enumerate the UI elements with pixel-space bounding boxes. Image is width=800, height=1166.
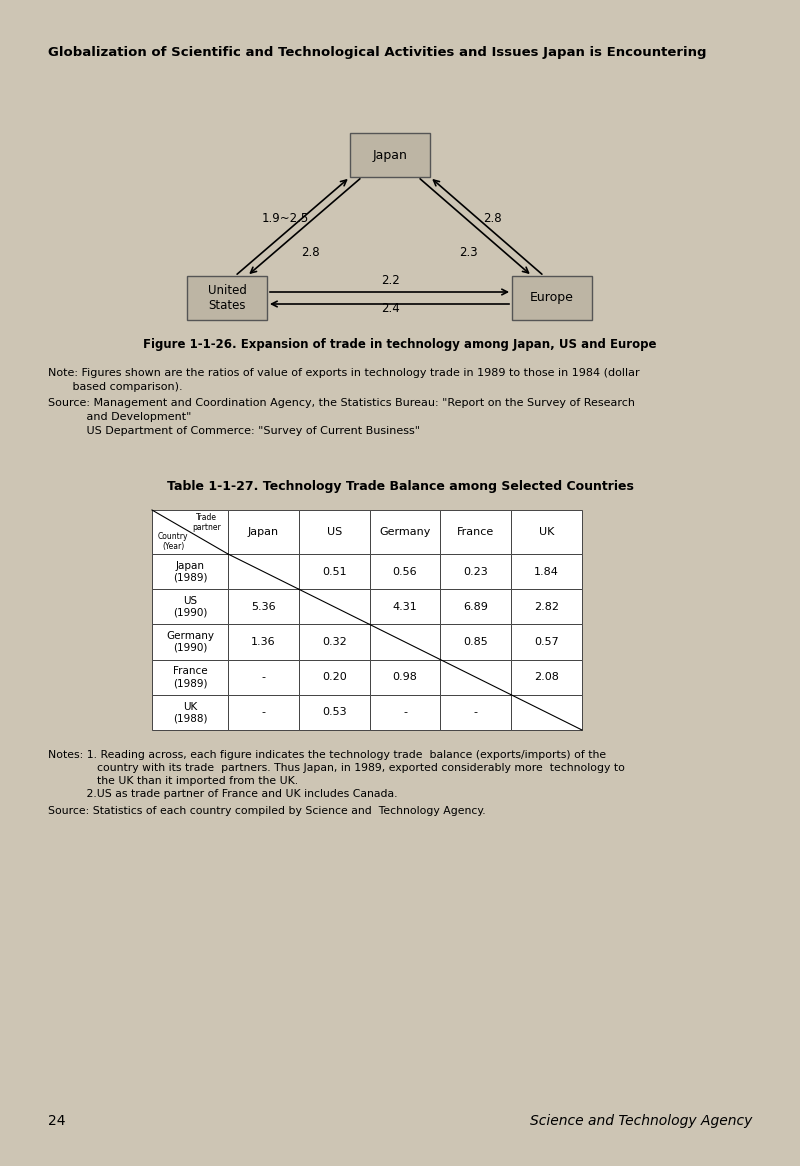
Bar (299, 589, 370, 625)
Text: 1.36: 1.36 (251, 637, 276, 647)
Text: Germany
(1990): Germany (1990) (166, 631, 214, 653)
Bar (228, 510, 299, 554)
Text: -: - (262, 673, 266, 682)
Text: 2.3: 2.3 (458, 246, 478, 259)
Text: Japan: Japan (373, 148, 407, 162)
Text: Globalization of Scientific and Technological Activities and Issues Japan is Enc: Globalization of Scientific and Technolo… (48, 45, 706, 59)
Bar (370, 510, 441, 554)
Text: UK: UK (539, 527, 554, 538)
Text: 4.31: 4.31 (393, 602, 418, 612)
Text: Source: Statistics of each country compiled by Science and  Technology Agency.: Source: Statistics of each country compi… (48, 806, 486, 816)
Text: Table 1-1-27. Technology Trade Balance among Selected Countries: Table 1-1-27. Technology Trade Balance a… (166, 480, 634, 493)
Bar (370, 589, 441, 625)
Text: Figure 1-1-26. Expansion of trade in technology among Japan, US and Europe: Figure 1-1-26. Expansion of trade in tec… (143, 338, 657, 351)
Text: 0.32: 0.32 (322, 637, 346, 647)
Text: 24: 24 (48, 1114, 66, 1128)
Bar (511, 625, 582, 660)
Bar (299, 625, 370, 660)
Text: -: - (474, 708, 478, 717)
Text: -: - (262, 708, 266, 717)
Text: US
(1990): US (1990) (173, 596, 207, 618)
Bar (440, 695, 511, 730)
Text: Science and Technology Agency: Science and Technology Agency (530, 1114, 752, 1128)
Text: 2.2: 2.2 (381, 274, 399, 287)
Text: Europe: Europe (530, 292, 574, 304)
Text: the UK than it imported from the UK.: the UK than it imported from the UK. (48, 777, 298, 786)
FancyBboxPatch shape (350, 133, 430, 177)
Bar (152, 589, 228, 625)
Bar (152, 625, 228, 660)
Bar (228, 660, 299, 695)
Text: 2.8: 2.8 (301, 246, 319, 259)
Bar (299, 695, 370, 730)
Text: 2.4: 2.4 (381, 302, 399, 315)
Text: United
States: United States (207, 285, 246, 312)
FancyBboxPatch shape (187, 276, 267, 319)
Text: Japan: Japan (248, 527, 279, 538)
Text: US: US (326, 527, 342, 538)
Text: and Development": and Development" (48, 412, 191, 422)
Bar (299, 660, 370, 695)
Text: country with its trade  partners. Thus Japan, in 1989, exported considerably mor: country with its trade partners. Thus Ja… (48, 763, 625, 773)
Text: Trade
partner: Trade partner (192, 513, 221, 532)
Text: 0.98: 0.98 (393, 673, 418, 682)
Text: Notes: 1. Reading across, each figure indicates the technology trade  balance (e: Notes: 1. Reading across, each figure in… (48, 750, 606, 760)
Bar (152, 510, 228, 554)
Text: 5.36: 5.36 (251, 602, 276, 612)
Bar (440, 554, 511, 589)
Bar (511, 589, 582, 625)
Text: based comparison).: based comparison). (48, 382, 182, 392)
Bar (511, 660, 582, 695)
Text: France
(1989): France (1989) (173, 667, 207, 688)
Text: UK
(1988): UK (1988) (173, 702, 207, 723)
FancyBboxPatch shape (512, 276, 592, 319)
Bar (152, 695, 228, 730)
Text: US Department of Commerce: "Survey of Current Business": US Department of Commerce: "Survey of Cu… (48, 426, 420, 436)
Bar (511, 510, 582, 554)
Bar (228, 625, 299, 660)
Text: 0.51: 0.51 (322, 567, 346, 577)
Text: 0.53: 0.53 (322, 708, 346, 717)
Text: 0.85: 0.85 (463, 637, 488, 647)
Bar (228, 695, 299, 730)
Text: Note: Figures shown are the ratios of value of exports in technology trade in 19: Note: Figures shown are the ratios of va… (48, 368, 640, 378)
Text: 0.56: 0.56 (393, 567, 418, 577)
Text: 2.82: 2.82 (534, 602, 559, 612)
Bar (370, 660, 441, 695)
Bar (370, 554, 441, 589)
Bar (370, 625, 441, 660)
Text: 1.84: 1.84 (534, 567, 559, 577)
Text: Germany: Germany (379, 527, 430, 538)
Bar (440, 510, 511, 554)
Bar (511, 695, 582, 730)
Bar (152, 660, 228, 695)
Text: 0.20: 0.20 (322, 673, 346, 682)
Text: Country
(Year): Country (Year) (158, 532, 189, 552)
Text: France: France (457, 527, 494, 538)
Text: 1.9~2.5: 1.9~2.5 (262, 211, 309, 225)
Text: Source: Management and Coordination Agency, the Statistics Bureau: "Report on th: Source: Management and Coordination Agen… (48, 398, 635, 408)
Text: 0.23: 0.23 (463, 567, 488, 577)
Text: 2.8: 2.8 (482, 211, 502, 225)
Text: 0.57: 0.57 (534, 637, 559, 647)
Text: Japan
(1989): Japan (1989) (173, 561, 207, 582)
Bar (228, 554, 299, 589)
Bar (370, 695, 441, 730)
Text: 2.US as trade partner of France and UK includes Canada.: 2.US as trade partner of France and UK i… (48, 789, 398, 799)
Bar (299, 554, 370, 589)
Bar (440, 625, 511, 660)
Bar (152, 554, 228, 589)
Bar (511, 554, 582, 589)
Text: -: - (403, 708, 407, 717)
Bar (440, 660, 511, 695)
Text: 6.89: 6.89 (463, 602, 488, 612)
Bar (299, 510, 370, 554)
Bar (440, 589, 511, 625)
Bar (228, 589, 299, 625)
Text: 2.08: 2.08 (534, 673, 559, 682)
